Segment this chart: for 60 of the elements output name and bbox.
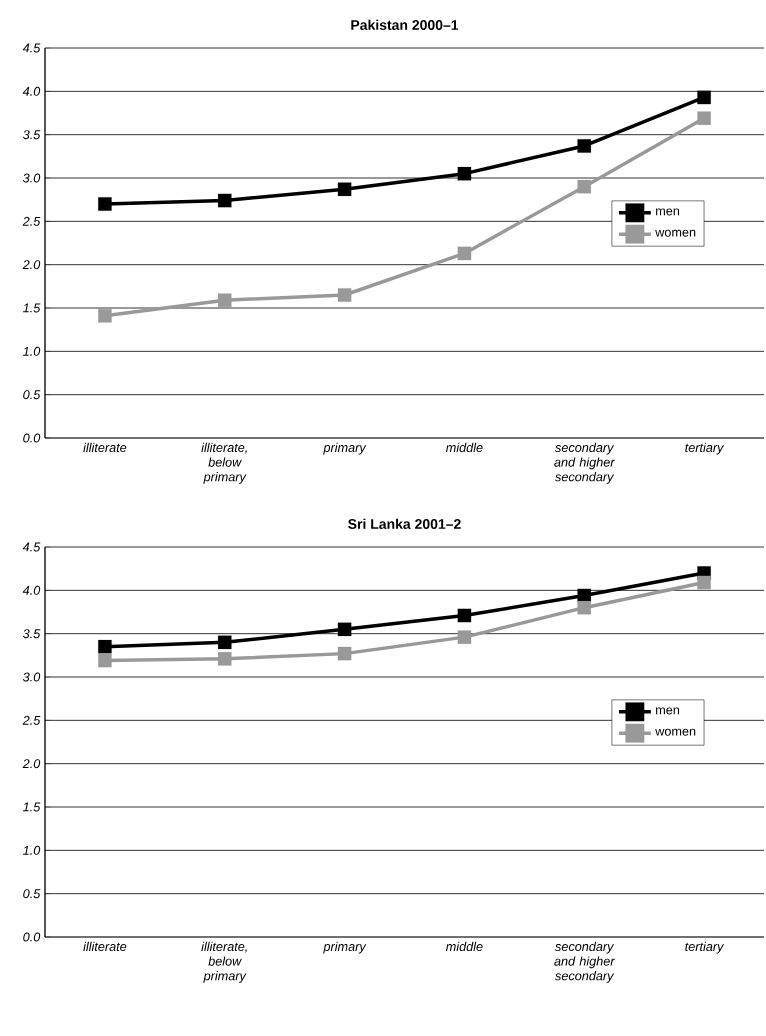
legend-label: women: [655, 728, 696, 736]
point: [98, 639, 112, 654]
y-tick-label: 3.5: [22, 130, 41, 140]
y-tick-label: 2.5: [22, 216, 41, 226]
x-tick-label: tertiary: [685, 941, 725, 954]
y-tick-label: 0.0: [23, 932, 41, 942]
y-tick-label: 0.5: [23, 889, 41, 899]
point: [577, 179, 591, 194]
point: [337, 622, 352, 637]
y-tick-label: 0.0: [23, 433, 41, 443]
x-tick-label: middle: [445, 941, 483, 952]
y-tick-label: 2.0: [22, 260, 41, 270]
point: [457, 608, 472, 623]
y-tick-label: 4.5: [22, 542, 41, 552]
y-tick-label: 0.5: [23, 390, 41, 400]
point: [577, 600, 591, 615]
point: [218, 193, 232, 208]
chart-title: Pakistan 2000–1: [351, 19, 459, 30]
x-tick-label: illiterate, below primary: [201, 941, 247, 983]
x-tick-label: secondary and higher secondary: [554, 941, 615, 983]
point: [98, 197, 112, 211]
y-tick-label: 3.0: [22, 672, 41, 682]
y-tick-label: 1.5: [23, 303, 41, 313]
legend-label: men: [656, 208, 680, 216]
y-tick-label: 4.5: [22, 43, 41, 53]
y-tick-label: 2.5: [22, 715, 41, 725]
point: [337, 182, 352, 197]
x-tick-label: illiterate, below primary: [201, 442, 247, 484]
x-tick-label: illiterate: [83, 442, 127, 453]
x-tick-label: primary: [323, 941, 367, 954]
point: [697, 111, 711, 125]
point: [337, 288, 352, 302]
y-tick-label: 4.0: [22, 585, 41, 595]
x-tick-label: illiterate: [83, 941, 127, 952]
x-tick-label: secondary and higher secondary: [554, 442, 615, 484]
point: [337, 646, 352, 661]
y-tick-label: 3.0: [22, 173, 41, 183]
point: [697, 575, 711, 590]
point: [697, 90, 711, 105]
point: [218, 293, 232, 307]
point: [457, 630, 472, 644]
legend-label: men: [656, 707, 680, 715]
point: [218, 635, 232, 650]
y-tick-label: 1.0: [23, 346, 41, 356]
point: [457, 166, 472, 181]
chart-title: Sri Lanka 2001–2: [348, 518, 461, 529]
y-tick-label: 3.5: [22, 629, 41, 639]
legend-label: women: [655, 229, 696, 237]
point: [218, 652, 232, 666]
point: [577, 139, 591, 153]
x-tick-label: primary: [323, 442, 367, 455]
y-tick-label: 2.0: [22, 759, 41, 769]
point: [457, 246, 472, 261]
y-tick-label: 1.5: [23, 802, 41, 812]
x-tick-label: tertiary: [685, 442, 725, 455]
y-tick-label: 1.0: [23, 845, 41, 855]
point: [98, 653, 112, 668]
y-tick-label: 4.0: [22, 86, 41, 96]
x-tick-label: middle: [445, 442, 483, 453]
point: [98, 309, 112, 323]
